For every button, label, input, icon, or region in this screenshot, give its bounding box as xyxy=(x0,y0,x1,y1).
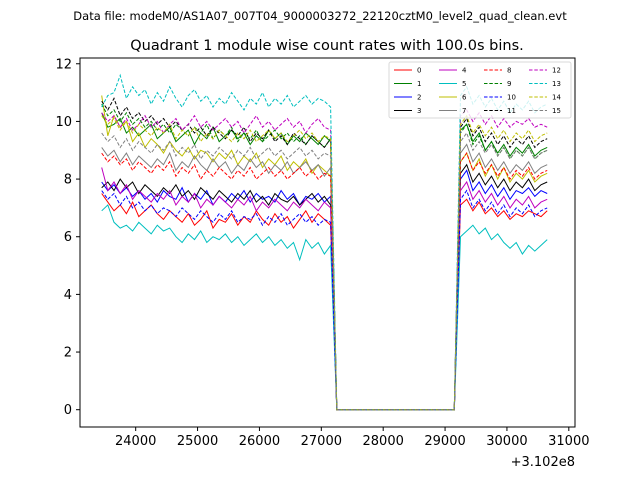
series-line-3 xyxy=(101,163,548,411)
legend-label: 1 xyxy=(417,80,421,88)
legend-label: 7 xyxy=(462,107,466,115)
series-line-0 xyxy=(101,193,548,411)
axis-ticks: 24000 25000 26000 27000 28000 29000 30000 31000… xyxy=(55,57,589,449)
series-line-7 xyxy=(101,143,548,411)
legend-label: 11 xyxy=(507,107,516,115)
legend-entry-5: 5 xyxy=(439,80,466,88)
y-tick-label: 4 xyxy=(64,288,72,303)
x-tick-label: 30000 xyxy=(486,434,527,449)
legend-label: 8 xyxy=(507,67,511,75)
series-line-9 xyxy=(101,103,548,411)
chart-title: Quadrant 1 module wise count rates with … xyxy=(130,38,524,54)
y-tick-label: 2 xyxy=(64,346,72,361)
legend-entry-10: 10 xyxy=(484,94,516,102)
y-tick-label: 10 xyxy=(55,115,72,130)
chart-suptitle: Data file: modeM0/AS1A07_007T04_90000032… xyxy=(73,9,567,23)
legend-entry-7: 7 xyxy=(439,107,466,115)
legend-label: 6 xyxy=(462,94,467,102)
series-line-10 xyxy=(101,189,548,411)
legend-label: 2 xyxy=(417,94,421,102)
series-line-4 xyxy=(101,167,548,411)
series-line-15 xyxy=(101,131,548,411)
y-tick-label: 6 xyxy=(64,230,72,245)
legend-label: 14 xyxy=(552,94,561,102)
legend-label: 9 xyxy=(507,80,511,88)
x-tick-label: 26000 xyxy=(239,434,280,449)
y-tick-label: 8 xyxy=(64,173,72,188)
x-tick-label: 28000 xyxy=(363,434,404,449)
axes-frame xyxy=(79,57,576,428)
x-tick-label: 24000 xyxy=(115,434,156,449)
legend-entry-14: 14 xyxy=(529,94,561,102)
legend-entry-12: 12 xyxy=(529,67,561,75)
legend-label: 5 xyxy=(462,80,466,88)
plot-lines xyxy=(101,73,548,411)
y-tick-label: 0 xyxy=(64,403,72,418)
legend-entry-15: 15 xyxy=(529,107,561,115)
x-offset-label: +3.102e8 xyxy=(511,455,575,470)
legend-entry-13: 13 xyxy=(529,80,561,88)
series-line-1 xyxy=(101,112,548,411)
legend-label: 13 xyxy=(552,80,561,88)
legend-label: 3 xyxy=(417,107,421,115)
x-tick-label: 29000 xyxy=(424,434,465,449)
x-tick-label: 31000 xyxy=(548,434,589,449)
legend-entry-8: 8 xyxy=(484,67,511,75)
series-line-12 xyxy=(101,109,548,411)
legend-entry-3: 3 xyxy=(394,107,421,115)
series-line-5 xyxy=(101,204,548,411)
legend-label: 12 xyxy=(552,67,561,75)
series-line-11 xyxy=(101,97,548,411)
legend-box xyxy=(388,61,572,119)
x-tick-label: 27000 xyxy=(301,434,342,449)
legend-entry-9: 9 xyxy=(484,80,511,88)
y-tick-label: 12 xyxy=(55,57,72,72)
legend-label: 4 xyxy=(462,67,467,75)
legend-entry-2: 2 xyxy=(394,94,421,102)
legend-label: 0 xyxy=(417,67,421,75)
legend-entry-11: 11 xyxy=(484,107,516,115)
legend-label: 10 xyxy=(507,94,516,102)
legend-entry-6: 6 xyxy=(439,94,467,102)
legend-entry-0: 0 xyxy=(394,67,421,75)
series-line-8 xyxy=(101,152,548,411)
legend-label: 15 xyxy=(552,107,561,115)
legend-entry-4: 4 xyxy=(439,67,467,75)
x-tick-label: 25000 xyxy=(177,434,218,449)
series-line-14 xyxy=(101,114,548,411)
legend-entry-1: 1 xyxy=(394,80,421,88)
series-line-6 xyxy=(101,95,548,411)
series-line-2 xyxy=(101,169,548,411)
